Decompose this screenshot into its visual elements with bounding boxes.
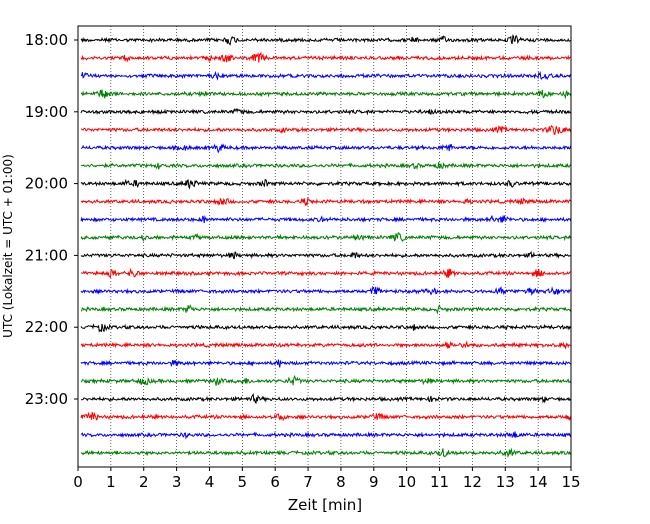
trace-2045	[80, 232, 572, 243]
y-tick-label: 22:00	[25, 318, 68, 336]
x-tick-label: 3	[172, 473, 182, 491]
trace-2145	[80, 304, 572, 315]
trace-2345	[80, 447, 572, 458]
trace-2000	[80, 178, 572, 190]
x-axis-ticks: 0 1 2 3 4 5 6 7 8 9 10 11 12 13 14 15	[73, 467, 581, 491]
x-tick-label: 13	[496, 473, 515, 491]
trace-1815	[80, 51, 572, 63]
trace-2315	[80, 411, 572, 422]
y-tick-label: 23:00	[25, 390, 68, 408]
trace-1900	[80, 108, 572, 116]
trace-2215	[80, 340, 572, 350]
trace-1945	[80, 161, 572, 171]
y-axis-label: UTC (Lokalzeit = UTC + 01:00)	[1, 154, 15, 338]
x-tick-label: 1	[106, 473, 116, 491]
y-axis-ticks: 18:00 19:00 20:00 21:00 22:00 23:00	[25, 31, 78, 408]
trace-1915	[80, 124, 572, 135]
x-tick-label: 9	[369, 473, 379, 491]
trace-2330	[80, 431, 572, 440]
y-tick-label: 20:00	[25, 175, 68, 193]
trace-2245	[80, 375, 572, 386]
trace-1845	[80, 89, 572, 100]
trace-2115	[80, 267, 572, 279]
trace-2015	[80, 197, 572, 207]
trace-1830	[80, 70, 572, 81]
x-tick-label: 10	[397, 473, 416, 491]
y-tick-label: 18:00	[25, 31, 68, 49]
trace-layer	[80, 34, 572, 458]
x-axis-label: Zeit [min]	[288, 496, 362, 514]
x-tick-label: 0	[73, 473, 83, 491]
trace-2030	[80, 214, 572, 224]
x-tick-label: 12	[463, 473, 482, 491]
trace-1800	[80, 34, 572, 46]
x-tick-label: 14	[529, 473, 548, 491]
x-tick-label: 8	[336, 473, 346, 491]
x-tick-label: 2	[139, 473, 149, 491]
x-tick-label: 15	[561, 473, 580, 491]
x-tick-label: 4	[205, 473, 215, 491]
trace-2300	[80, 392, 572, 404]
trace-2230	[80, 359, 572, 368]
y-tick-label: 19:00	[25, 103, 68, 121]
trace-2100	[80, 250, 572, 260]
x-tick-label: 5	[238, 473, 248, 491]
trace-2200	[80, 323, 572, 333]
trace-2130	[80, 285, 572, 297]
x-tick-label: 11	[430, 473, 449, 491]
trace-1930	[80, 143, 572, 154]
x-tick-label: 6	[270, 473, 280, 491]
x-tick-label: 7	[303, 473, 313, 491]
plot-frame	[77, 25, 572, 468]
y-tick-label: 21:00	[25, 246, 68, 264]
